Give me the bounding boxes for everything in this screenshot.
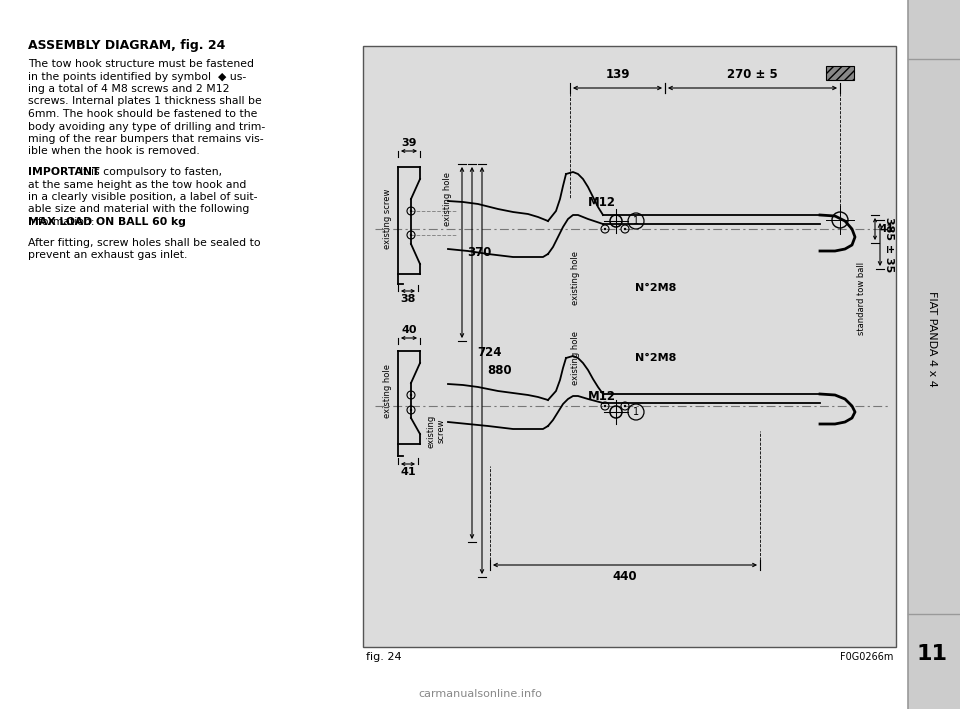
Text: 724: 724 (477, 347, 501, 359)
Text: ming of the rear bumpers that remains vis-: ming of the rear bumpers that remains vi… (28, 134, 264, 144)
Text: N°2M8: N°2M8 (635, 283, 677, 293)
Text: 139: 139 (605, 68, 630, 81)
Text: 1: 1 (633, 216, 639, 226)
Text: existing
screw: existing screw (426, 414, 445, 447)
Text: existing hole: existing hole (570, 331, 580, 385)
Text: 1: 1 (633, 407, 639, 417)
Bar (908, 0, 960, 709)
Text: ible when the hook is removed.: ible when the hook is removed. (28, 147, 200, 157)
Text: The tow hook structure must be fastened: The tow hook structure must be fastened (28, 59, 254, 69)
Circle shape (604, 228, 606, 230)
Text: existing screw: existing screw (382, 189, 392, 249)
Text: 41: 41 (880, 224, 895, 234)
Circle shape (410, 409, 412, 411)
Text: fig. 24: fig. 24 (366, 652, 401, 662)
Text: 440: 440 (612, 570, 637, 583)
Bar (363, 46, 896, 647)
Bar (826, 66, 854, 80)
Text: 11: 11 (917, 644, 948, 664)
Text: carmanualsonline.info: carmanualsonline.info (418, 689, 542, 699)
Text: M12: M12 (588, 389, 616, 403)
Text: ASSEMBLY DIAGRAM, fig. 24: ASSEMBLY DIAGRAM, fig. 24 (28, 39, 226, 52)
Text: M12: M12 (588, 196, 616, 209)
Circle shape (410, 234, 412, 236)
Text: at the same height as the tow hook and: at the same height as the tow hook and (28, 179, 247, 189)
Text: 385 ± 35: 385 ± 35 (884, 217, 894, 272)
Text: 40: 40 (401, 325, 417, 335)
Text: prevent an exhaust gas inlet.: prevent an exhaust gas inlet. (28, 250, 187, 260)
Text: existing hole: existing hole (570, 251, 580, 305)
Text: screws. Internal plates 1 thickness shall be: screws. Internal plates 1 thickness shal… (28, 96, 262, 106)
Text: N°2M8: N°2M8 (635, 353, 677, 363)
Circle shape (604, 405, 606, 407)
Text: F0G0266m: F0G0266m (840, 652, 893, 662)
Circle shape (624, 405, 626, 407)
Text: 6mm. The hook should be fastened to the: 6mm. The hook should be fastened to the (28, 109, 257, 119)
Text: ing a total of 4 M8 screws and 2 M12: ing a total of 4 M8 screws and 2 M12 (28, 84, 229, 94)
Text: IMPORTANT: IMPORTANT (28, 167, 100, 177)
Circle shape (410, 393, 412, 396)
Text: 38: 38 (400, 294, 416, 304)
Text: standard tow ball: standard tow ball (857, 262, 867, 335)
Circle shape (624, 228, 626, 230)
Circle shape (410, 210, 412, 212)
Text: 39: 39 (401, 138, 417, 148)
Text: It is compulsory to fasten,: It is compulsory to fasten, (80, 167, 222, 177)
Text: After fitting, screw holes shall be sealed to: After fitting, screw holes shall be seal… (28, 238, 260, 247)
Text: information:: information: (28, 217, 98, 227)
Text: in the points identified by symbol  ◆ us-: in the points identified by symbol ◆ us- (28, 72, 247, 82)
Text: 880: 880 (487, 364, 512, 377)
Text: 41: 41 (400, 467, 416, 477)
Text: existing hole: existing hole (382, 364, 392, 418)
Text: in a clearly visible position, a label of suit-: in a clearly visible position, a label o… (28, 192, 257, 202)
Text: existing hole: existing hole (444, 172, 452, 226)
Text: MAX LOAD ON BALL 60 kg: MAX LOAD ON BALL 60 kg (28, 217, 186, 227)
Text: able size and material with the following: able size and material with the followin… (28, 204, 250, 215)
Text: body avoiding any type of drilling and trim-: body avoiding any type of drilling and t… (28, 121, 265, 131)
Text: FIAT PANDA 4 x 4: FIAT PANDA 4 x 4 (927, 291, 937, 387)
Text: 270 ± 5: 270 ± 5 (727, 68, 778, 81)
Text: 370: 370 (467, 246, 492, 259)
